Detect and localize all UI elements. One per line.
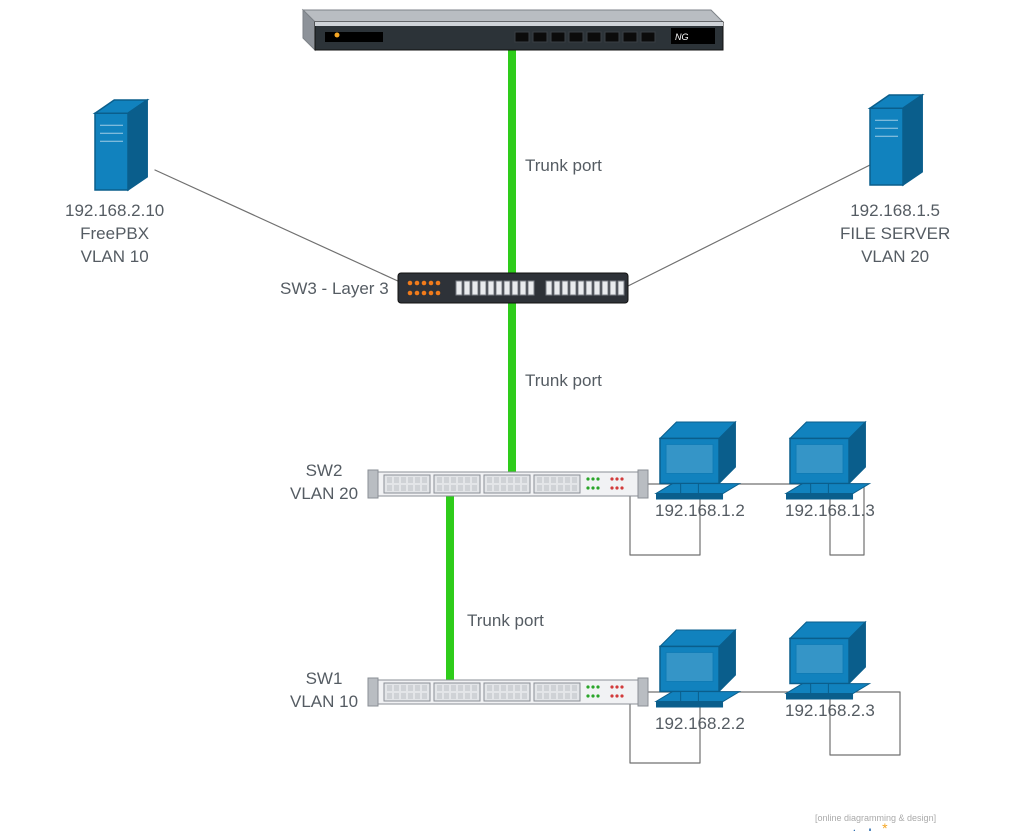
switch-rack-icon [368,470,648,498]
computer-icon [656,422,739,500]
edge-link [628,165,870,286]
diagram-stage: NG 192.168.2.10 FreePBX VLAN 10 192.168.… [0,0,1024,831]
label-pc-d: 192.168.2.3 [785,700,875,723]
switch-l3-icon [398,273,628,303]
label-server-left: 192.168.2.10 FreePBX VLAN 10 [65,200,164,269]
edge-link [155,170,400,282]
server-icon [870,95,922,185]
watermark: [online diagramming & design] creately.c… [815,808,1024,831]
label-sw1: SW1 VLAN 10 [290,668,358,714]
label-pc-a: 192.168.1.2 [655,500,745,523]
computer-icon [786,422,869,500]
label-trunk-2: Trunk port [525,370,602,393]
watermark-prefix: [online diagramming & design] [815,813,936,823]
firewall-icon: NG [303,10,723,50]
label-pc-b: 192.168.1.3 [785,500,875,523]
label-sw2: SW2 VLAN 20 [290,460,358,506]
label-sw3: SW3 - Layer 3 [280,278,389,301]
svg-text:NG: NG [675,32,689,42]
label-pc-c: 192.168.2.2 [655,713,745,736]
server-icon [95,100,147,190]
switch-rack-icon [368,678,648,706]
label-server-right: 192.168.1.5 FILE SERVER VLAN 20 [840,200,950,269]
watermark-brand: creately [815,826,882,831]
label-trunk-3: Trunk port [467,610,544,633]
computer-icon [786,622,869,700]
computer-icon [656,630,739,708]
label-trunk-1: Trunk port [525,155,602,178]
